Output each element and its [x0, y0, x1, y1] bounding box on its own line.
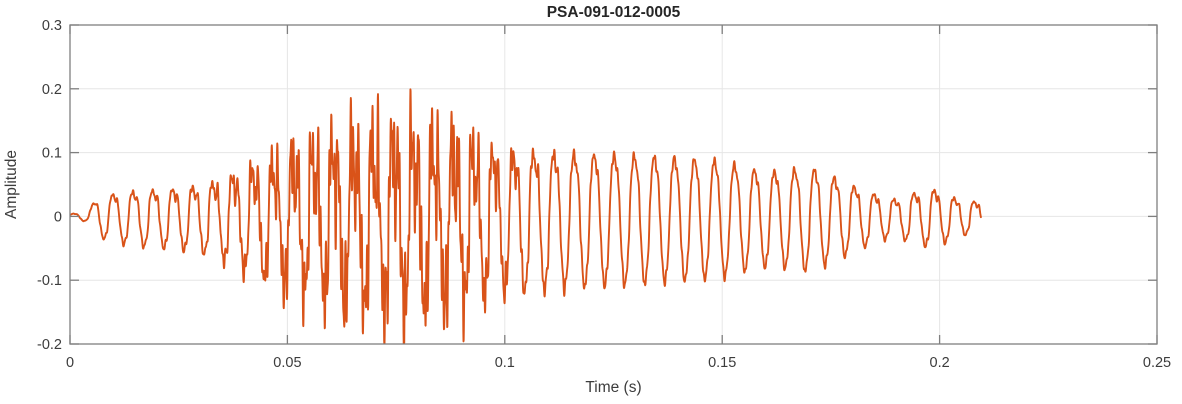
x-tick-label: 0.1 [495, 355, 515, 371]
x-tick-label: 0.2 [930, 355, 950, 371]
x-tick-label: 0 [66, 355, 74, 371]
x-tick-label: 0.05 [273, 355, 301, 371]
x-tick-label: 0.25 [1143, 355, 1171, 371]
grid-lines [70, 25, 1157, 344]
y-tick-label: -0.1 [37, 273, 62, 289]
y-tick-label: 0.1 [42, 146, 62, 162]
y-tick-label: 0.2 [42, 82, 62, 98]
y-tick-label: 0.3 [42, 18, 62, 34]
y-tick-label: -0.2 [37, 337, 62, 353]
axes [69, 24, 1158, 345]
plot-box [69, 24, 1158, 345]
x-axis-label: Time (s) [585, 379, 641, 396]
y-tick-label: 0 [54, 209, 62, 225]
waveform-line [70, 88, 982, 344]
series-layer [70, 88, 982, 344]
y-axis-label: Amplitude [3, 150, 20, 219]
tick-labels: 0 0.05 0.1 0.15 0.2 0.25 -0.2 -0.1 0 0.1 0.2 0.3 [37, 18, 1171, 371]
chart-title: PSA-091-012-0005 [547, 4, 681, 21]
x-tick-label: 0.15 [708, 355, 736, 371]
